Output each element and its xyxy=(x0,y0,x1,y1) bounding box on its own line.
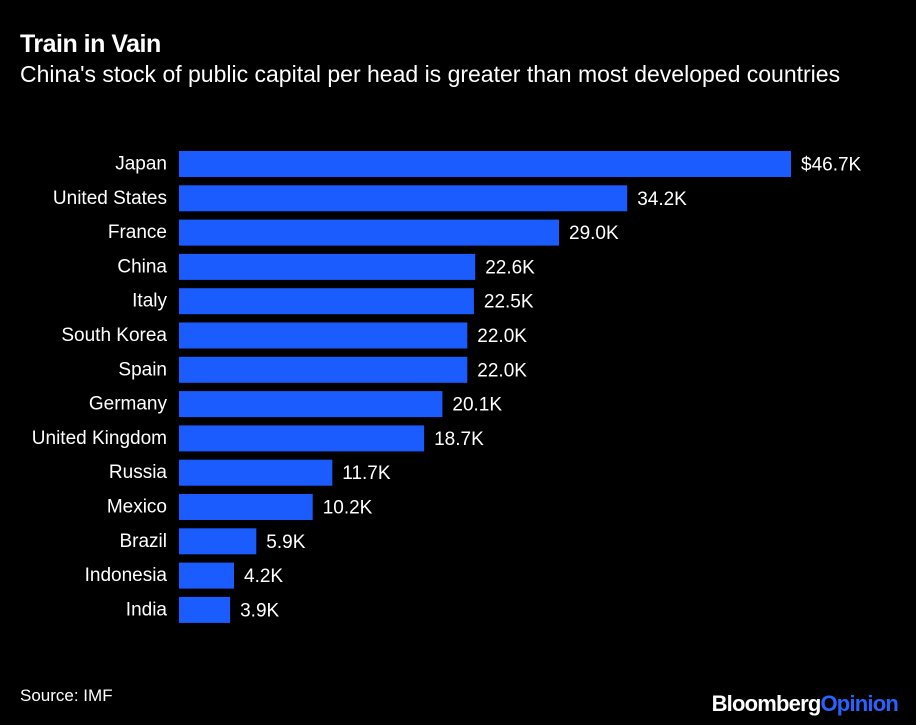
value-label-france: 29.0K xyxy=(569,223,619,244)
chart-title: Train in Vain xyxy=(20,30,161,58)
category-label-united-kingdom: United Kingdom xyxy=(32,428,167,449)
category-label-italy: Italy xyxy=(132,291,167,312)
value-label-italy: 22.5K xyxy=(484,292,534,313)
category-label-germany: Germany xyxy=(89,394,168,415)
bar-mexico xyxy=(179,494,313,520)
value-label-united-states: 34.2K xyxy=(637,189,687,210)
value-label-spain: 22.0K xyxy=(477,360,527,381)
value-label-japan: $46.7K xyxy=(801,155,862,176)
category-label-india: India xyxy=(126,599,168,620)
bar-united-states xyxy=(179,185,628,212)
category-label-united-states: United States xyxy=(53,188,167,209)
category-label-south-korea: South Korea xyxy=(61,325,167,346)
bar-india xyxy=(179,596,231,623)
value-label-united-kingdom: 18.7K xyxy=(434,429,484,450)
bar-japan xyxy=(179,151,791,177)
category-label-mexico: Mexico xyxy=(107,497,167,518)
bar-germany xyxy=(179,391,443,418)
bar-france xyxy=(179,219,559,246)
category-label-russia: Russia xyxy=(109,462,168,483)
category-label-indonesia: Indonesia xyxy=(85,565,168,586)
value-label-mexico: 10.2K xyxy=(323,498,373,519)
category-label-brazil: Brazil xyxy=(119,531,167,552)
value-label-indonesia: 4.2K xyxy=(244,566,283,587)
value-label-germany: 20.1K xyxy=(452,395,502,416)
bar-italy xyxy=(179,288,474,315)
bar-spain xyxy=(179,356,468,383)
value-label-india: 3.9K xyxy=(240,600,279,621)
bloomberg-opinion-logo: BloombergOpinion xyxy=(711,691,899,717)
bar-brazil xyxy=(179,528,257,555)
bar-indonesia xyxy=(179,562,234,589)
category-label-france: France xyxy=(108,222,167,243)
bar-united-kingdom xyxy=(179,425,425,452)
brand-main: Bloomberg xyxy=(711,691,822,716)
value-label-brazil: 5.9K xyxy=(266,532,305,553)
value-label-south-korea: 22.0K xyxy=(477,326,527,347)
bar-south-korea xyxy=(179,322,468,349)
chart-subtitle: China's stock of public capital per head… xyxy=(20,61,841,87)
value-label-russia: 11.7K xyxy=(342,463,391,484)
bar-russia xyxy=(179,459,333,486)
bar-chart: Japan $46.7K United States 34.2K France 29.0K… xyxy=(32,151,862,623)
category-label-china: China xyxy=(117,256,167,277)
bar-china xyxy=(179,253,476,280)
brand-accent: Opinion xyxy=(820,691,899,716)
category-label-japan: Japan xyxy=(115,154,167,175)
category-label-spain: Spain xyxy=(118,359,167,380)
value-label-china: 22.6K xyxy=(485,257,535,278)
source-note: Source: IMF xyxy=(20,686,113,705)
